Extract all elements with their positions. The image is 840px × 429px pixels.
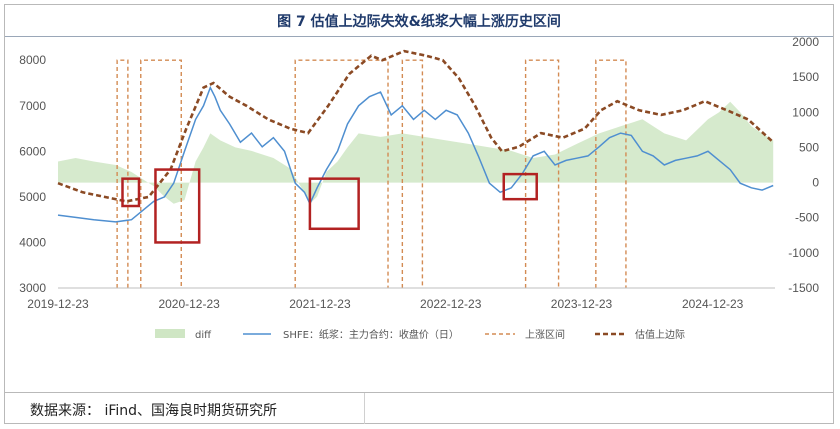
rise-interval-4 xyxy=(401,59,424,288)
source-divider xyxy=(364,393,365,424)
x-tick: 2022-12-23 xyxy=(420,297,482,311)
rise-interval-2 xyxy=(140,59,182,288)
y-right-tick: 0 xyxy=(812,176,819,190)
y-left-tick: 4000 xyxy=(19,235,46,249)
legend-label: 上涨区间 xyxy=(525,328,565,341)
x-tick: 2024-12-23 xyxy=(682,297,744,311)
y-left-tick: 3000 xyxy=(19,281,46,295)
rise-interval-1 xyxy=(116,59,129,288)
legend-label: 估值上边际 xyxy=(635,328,685,341)
highlight-box-1 xyxy=(121,177,141,208)
x-tick: 2021-12-23 xyxy=(289,297,351,311)
y-right-tick: 1500 xyxy=(792,70,819,84)
x-tick: 2023-12-23 xyxy=(551,297,613,311)
x-tick: 2020-12-23 xyxy=(158,297,220,311)
rise-interval-6 xyxy=(595,59,627,288)
y-right-tick: -1500 xyxy=(788,281,819,295)
y-right-tick: 2000 xyxy=(792,35,819,49)
y-left-tick: 5000 xyxy=(19,190,46,204)
chart-frame xyxy=(4,4,834,424)
diff-area xyxy=(58,101,774,204)
highlight-box-2 xyxy=(154,168,201,244)
legend-swatch-diff xyxy=(155,329,185,338)
source-note: 数据来源： iFind、国海良时期货研究所 xyxy=(30,403,278,419)
x-tick: 2019-12-23 xyxy=(27,297,89,311)
legend-label: diff xyxy=(195,330,212,341)
y-left-tick: 6000 xyxy=(19,144,46,158)
legend-label: SHFE：纸浆：主力合约：收盘价（日） xyxy=(283,328,459,341)
y-right-tick: -500 xyxy=(795,211,819,225)
upper-valuation-line xyxy=(57,49,775,203)
y-right-tick: -1000 xyxy=(788,246,819,260)
highlight-box-4 xyxy=(502,172,538,201)
y-left-tick: 7000 xyxy=(19,99,46,113)
rise-interval-3 xyxy=(294,59,389,288)
y-right-tick: 500 xyxy=(799,140,819,154)
highlight-box-3 xyxy=(308,177,360,231)
title-bar: 图 7 估值上边际失效&纸浆大幅上涨历史区间 xyxy=(5,5,833,37)
y-right-tick: 1000 xyxy=(792,105,819,119)
chart-title: 图 7 估值上边际失效&纸浆大幅上涨历史区间 xyxy=(277,14,561,30)
source-bar: 数据来源： iFind、国海良时期货研究所 xyxy=(5,392,833,424)
y-left-tick: 8000 xyxy=(19,53,46,67)
price-line xyxy=(57,85,774,223)
